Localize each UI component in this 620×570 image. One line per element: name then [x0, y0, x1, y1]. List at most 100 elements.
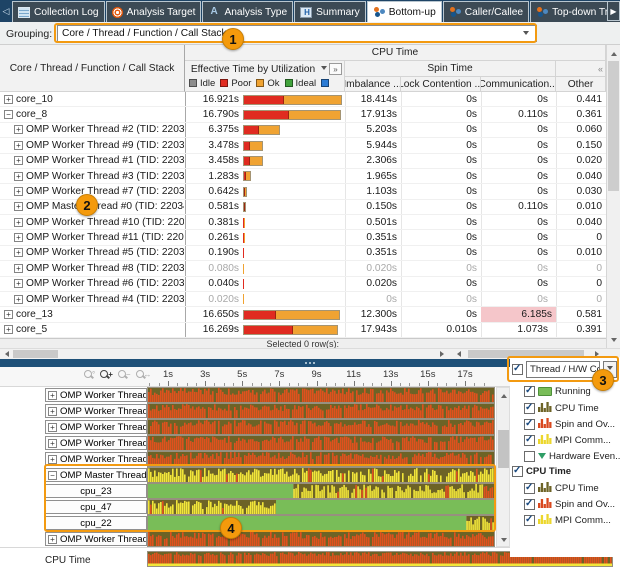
timeline-track[interactable] — [148, 516, 494, 530]
scrollbar-thumb[interactable] — [498, 430, 509, 468]
timeline-track[interactable] — [148, 484, 494, 498]
tab-bottom-up[interactable]: Bottom-up — [367, 1, 442, 22]
scrollbar-thumb[interactable] — [608, 61, 619, 191]
track-label[interactable]: +OMP Worker Thread #2 (... — [45, 388, 147, 402]
zoom-out-icon[interactable]: − — [118, 370, 131, 379]
table-vertical-scrollbar[interactable] — [606, 45, 620, 348]
table-row[interactable]: +OMP Worker Thread #11 (TID: 220388)0.26… — [0, 230, 606, 245]
legend-checkbox[interactable] — [524, 419, 535, 430]
track-label[interactable]: cpu_47 — [45, 500, 147, 514]
timeline-track[interactable] — [148, 468, 494, 482]
legend-checkbox[interactable] — [524, 451, 535, 462]
legend-checkbox[interactable] — [524, 403, 535, 414]
expand-toggle[interactable]: + — [14, 264, 23, 273]
track-label[interactable]: +OMP Worker Thread #6 (... — [45, 404, 147, 418]
column-group-cpu-time[interactable]: CPU Time — [185, 45, 606, 61]
legend-band-dropdown[interactable]: Thread / H/W Conte — [526, 361, 600, 378]
column-header-imbalance[interactable]: Imbalance ... — [345, 77, 401, 92]
timeline-track[interactable] — [148, 500, 494, 514]
timeline-track[interactable] — [148, 452, 494, 466]
expand-toggle[interactable]: + — [48, 535, 57, 544]
tab-analysis-target[interactable]: Analysis Target — [106, 1, 202, 22]
scroll-left-icon[interactable] — [0, 349, 11, 359]
legend-checkbox[interactable] — [524, 515, 535, 526]
zoom-reset-icon[interactable]: ° — [84, 370, 95, 379]
expand-column-icon[interactable]: » — [329, 63, 342, 75]
expand-toggle[interactable]: − — [48, 471, 57, 480]
timeline-track[interactable] — [148, 404, 494, 418]
expand-toggle[interactable]: + — [14, 295, 23, 304]
table-row[interactable]: +OMP Worker Thread #8 (TID: 220382)0.080… — [0, 261, 606, 276]
timeline-track[interactable] — [148, 436, 494, 450]
scroll-down-icon[interactable] — [607, 335, 620, 347]
expand-toggle[interactable]: + — [14, 218, 23, 227]
expand-toggle[interactable]: + — [4, 95, 13, 104]
track-label[interactable]: −OMP Master Thread #0 (... — [45, 468, 147, 482]
legend-checkbox[interactable] — [524, 483, 535, 494]
timeline-track[interactable] — [148, 388, 494, 402]
scroll-right-icon[interactable] — [438, 349, 449, 359]
expand-toggle[interactable]: + — [14, 248, 23, 257]
legend-checkbox[interactable] — [524, 386, 535, 397]
expand-toggle[interactable]: + — [14, 141, 23, 150]
tab-analysis-type[interactable]: Analysis Type — [202, 1, 293, 22]
expand-toggle[interactable]: + — [48, 455, 57, 464]
tabs-overflow-icon[interactable]: ▶ — [607, 1, 620, 21]
expand-toggle[interactable]: + — [48, 423, 57, 432]
scroll-up-icon[interactable] — [497, 388, 510, 400]
left-pane-hscroll-thumb[interactable] — [13, 350, 58, 358]
table-row[interactable]: +core_1316.650s12.300s0s6.185s0.581 — [0, 307, 606, 322]
track-label[interactable]: cpu_23 — [45, 484, 147, 498]
expand-toggle[interactable]: + — [14, 187, 23, 196]
column-header-effective-time[interactable]: Effective Time by Utilization » IdlePoor… — [185, 61, 345, 92]
track-label[interactable]: +OMP Worker Thread #7 (... — [45, 532, 147, 546]
legend-checkbox[interactable] — [524, 499, 535, 510]
grouping-dropdown[interactable]: Core / Thread / Function / Call Stack — [57, 25, 537, 42]
track-label[interactable]: cpu_22 — [45, 516, 147, 530]
scroll-left-icon[interactable] — [452, 349, 463, 359]
legend-master-checkbox[interactable] — [512, 364, 523, 375]
expand-toggle[interactable]: + — [48, 439, 57, 448]
timeline-track[interactable] — [148, 420, 494, 434]
zoom-in-icon[interactable]: + — [100, 370, 113, 379]
column-header-lock-contention[interactable]: Lock Contention ... — [401, 77, 481, 92]
tab-caller-callee[interactable]: Caller/Callee — [443, 1, 529, 22]
expand-toggle[interactable]: + — [48, 391, 57, 400]
expand-toggle[interactable]: + — [48, 407, 57, 416]
legend-checkbox[interactable] — [512, 466, 523, 477]
table-row[interactable]: −core_816.790s17.913s0s0.110s0.361 — [0, 107, 606, 122]
timeline-track[interactable] — [148, 532, 494, 546]
table-row[interactable]: +OMP Worker Thread #1 (TID: 220369)3.458… — [0, 154, 606, 169]
table-row[interactable]: +OMP Worker Thread #4 (TID: 220375)0.020… — [0, 292, 606, 307]
collapse-column-icon[interactable]: « — [556, 61, 606, 77]
table-row[interactable]: +OMP Worker Thread #9 (TID: 220384)3.478… — [0, 138, 606, 153]
table-row[interactable]: +OMP Worker Thread #10 (TID: 220386)0.38… — [0, 215, 606, 230]
legend-checkbox[interactable] — [524, 435, 535, 446]
table-row[interactable]: +core_516.269s17.943s0.010s1.073s0.391 — [0, 323, 606, 338]
column-header-other[interactable]: Other — [556, 77, 606, 92]
expand-toggle[interactable]: + — [14, 172, 23, 181]
chevron-down-icon[interactable] — [523, 31, 529, 38]
expand-toggle[interactable]: + — [14, 156, 23, 165]
timeline-vertical-scrollbar[interactable] — [496, 387, 510, 547]
expand-toggle[interactable]: + — [4, 310, 13, 319]
expand-toggle[interactable]: + — [14, 233, 23, 242]
table-row[interactable]: +OMP Worker Thread #2 (TID: 220371)6.375… — [0, 123, 606, 138]
table-row[interactable]: +core_1016.921s18.414s0s0s0.441 — [0, 92, 606, 107]
tab-collection-log[interactable]: Collection Log — [12, 1, 105, 22]
scroll-up-icon[interactable] — [607, 46, 620, 58]
expand-toggle[interactable]: − — [4, 110, 13, 119]
expand-toggle[interactable]: + — [14, 202, 23, 211]
track-label[interactable]: +OMP Worker Thread #3 (... — [45, 436, 147, 450]
tab-summary[interactable]: Summary — [294, 1, 366, 22]
column-header-communication[interactable]: Communication... — [481, 77, 556, 92]
table-row[interactable]: +OMP Worker Thread #3 (TID: 220372)1.283… — [0, 169, 606, 184]
column-group-spin-time[interactable]: Spin Time — [345, 61, 556, 77]
table-row[interactable]: +OMP Worker Thread #5 (TID: 220376)0.190… — [0, 246, 606, 261]
expand-toggle[interactable]: + — [14, 279, 23, 288]
scroll-down-icon[interactable] — [497, 535, 510, 547]
table-row[interactable]: +OMP Worker Thread #6 (TID: 220379)0.040… — [0, 277, 606, 292]
expand-toggle[interactable]: + — [14, 125, 23, 134]
expand-toggle[interactable]: + — [4, 325, 13, 334]
track-label[interactable]: +OMP Worker Thread #10 ... — [45, 452, 147, 466]
